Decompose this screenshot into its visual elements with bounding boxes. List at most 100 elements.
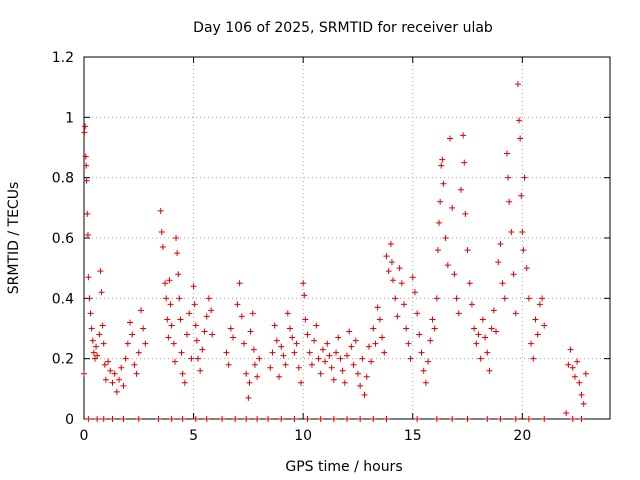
data-point xyxy=(190,283,197,290)
data-point xyxy=(167,301,174,308)
data-point xyxy=(97,268,104,275)
data-point xyxy=(460,132,467,139)
data-point xyxy=(83,162,90,169)
data-point xyxy=(157,207,164,214)
data-point xyxy=(541,416,548,422)
data-point xyxy=(289,334,296,341)
data-point xyxy=(168,322,175,329)
data-point xyxy=(427,337,434,344)
data-point xyxy=(317,416,324,422)
data-point xyxy=(447,135,454,142)
data-point xyxy=(101,361,108,368)
data-point xyxy=(317,370,324,377)
data-point xyxy=(387,241,394,248)
data-point xyxy=(191,301,198,308)
data-point xyxy=(420,367,427,374)
data-point xyxy=(109,416,116,422)
data-point xyxy=(322,358,329,365)
data-point xyxy=(301,292,308,299)
data-point xyxy=(243,370,250,377)
data-point xyxy=(208,307,215,314)
data-point xyxy=(525,295,532,302)
data-point xyxy=(394,313,401,320)
data-point xyxy=(468,301,475,308)
data-point xyxy=(181,379,188,386)
data-point xyxy=(490,307,497,314)
data-point xyxy=(278,416,285,422)
data-point xyxy=(302,316,309,323)
data-point xyxy=(516,117,523,124)
data-point xyxy=(93,343,100,350)
data-point xyxy=(357,382,364,389)
data-point xyxy=(477,355,484,362)
data-point xyxy=(304,331,311,338)
data-point xyxy=(291,416,298,422)
data-point xyxy=(466,280,473,287)
data-point xyxy=(319,346,326,353)
data-point xyxy=(442,235,449,241)
data-point xyxy=(98,289,105,296)
data-point xyxy=(514,81,521,88)
data-point xyxy=(194,355,201,362)
data-point xyxy=(179,370,186,377)
data-point xyxy=(245,394,252,401)
data-point xyxy=(569,416,576,422)
data-point xyxy=(85,274,92,281)
data-point xyxy=(243,416,250,422)
data-point xyxy=(379,334,386,341)
grid-lines xyxy=(84,57,610,419)
data-point xyxy=(354,370,361,377)
data-point xyxy=(284,310,291,317)
data-point xyxy=(532,316,539,323)
data-point xyxy=(493,328,500,335)
data-point xyxy=(407,355,414,362)
y-tick-label: 1.2 xyxy=(52,50,74,66)
data-point xyxy=(368,358,375,365)
data-point xyxy=(449,204,456,211)
data-point xyxy=(162,280,169,287)
data-point xyxy=(398,280,405,287)
data-point xyxy=(165,334,172,341)
data-point xyxy=(565,361,572,368)
data-point xyxy=(482,334,489,341)
data-point xyxy=(81,129,88,136)
data-point xyxy=(297,379,304,386)
data-point xyxy=(300,280,307,287)
y-tick-label: 1 xyxy=(65,110,74,126)
data-point xyxy=(82,123,89,130)
data-point xyxy=(176,295,183,302)
data-point xyxy=(254,373,261,380)
data-point xyxy=(576,379,583,386)
data-point xyxy=(473,340,480,347)
data-point xyxy=(436,219,443,226)
data-point xyxy=(142,340,149,347)
data-point xyxy=(457,186,464,193)
data-point xyxy=(453,295,460,302)
data-point xyxy=(439,156,446,163)
data-point xyxy=(188,355,195,362)
data-point xyxy=(571,373,578,380)
data-point xyxy=(497,241,504,248)
data-point xyxy=(205,295,212,302)
data-point xyxy=(416,331,423,338)
data-point xyxy=(333,349,340,356)
data-point xyxy=(267,364,274,371)
data-point xyxy=(111,370,118,377)
data-point xyxy=(99,322,106,329)
data-point xyxy=(236,280,243,287)
data-point xyxy=(461,159,468,166)
y-axis: 0 0.2 0.4 0.6 0.8 1 1.2 xyxy=(52,50,610,428)
data-point xyxy=(528,340,535,347)
data-point xyxy=(341,379,348,386)
data-point xyxy=(534,331,541,338)
data-point xyxy=(508,228,515,235)
data-point xyxy=(90,349,97,356)
data-point xyxy=(374,304,381,311)
data-point xyxy=(197,367,204,374)
data-point xyxy=(330,376,337,383)
data-point xyxy=(517,135,524,142)
data-point xyxy=(505,174,512,181)
data-point xyxy=(425,358,432,365)
data-point xyxy=(109,379,116,386)
